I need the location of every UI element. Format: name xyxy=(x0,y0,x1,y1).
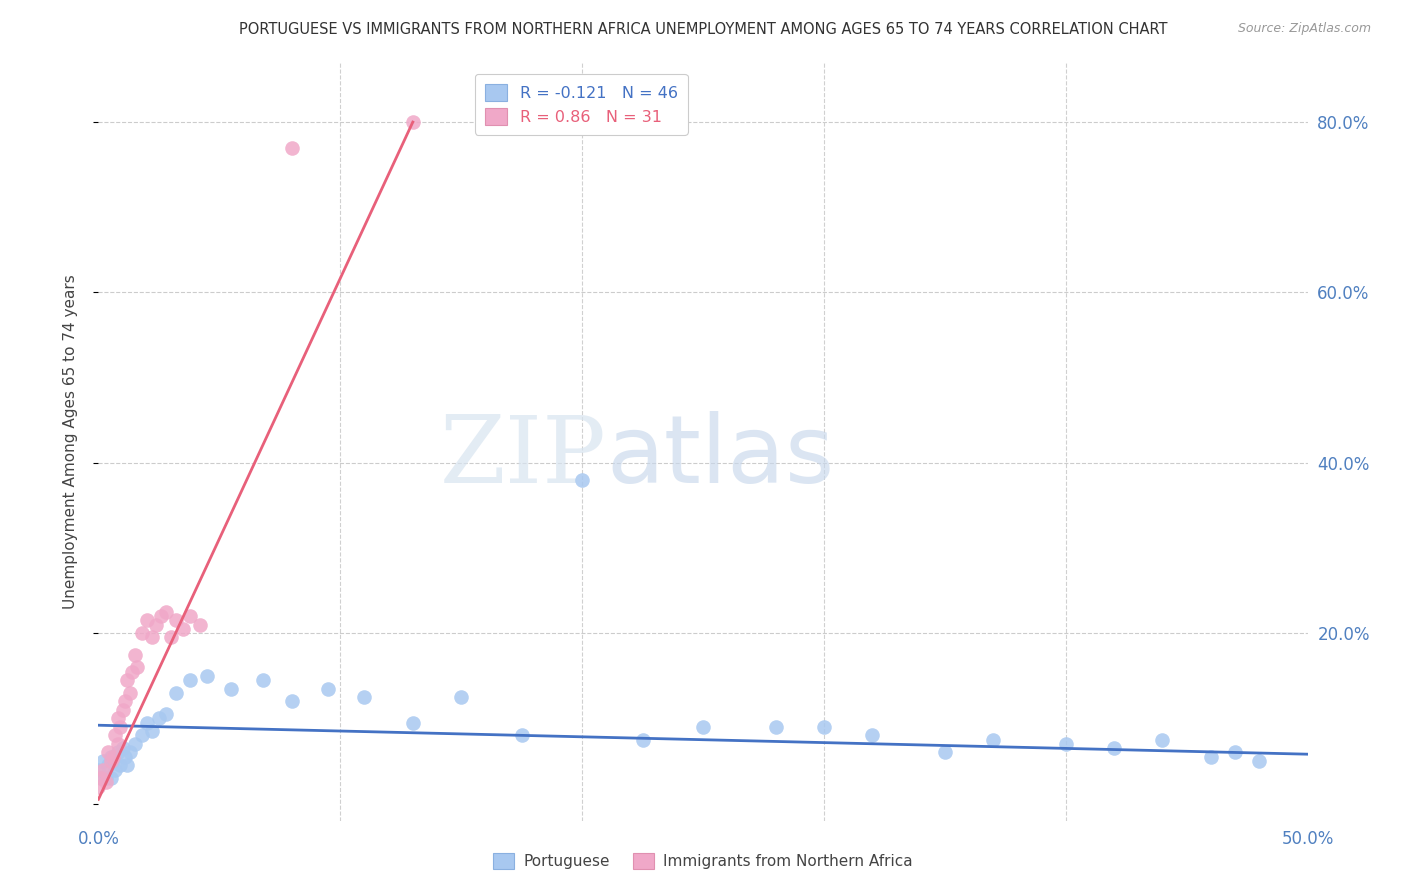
Point xyxy=(195,669,218,683)
Point xyxy=(104,728,127,742)
Point xyxy=(117,758,139,772)
Point xyxy=(1249,754,1271,768)
Point xyxy=(94,771,117,785)
Point xyxy=(221,681,243,696)
Point xyxy=(107,737,129,751)
Point xyxy=(188,617,211,632)
Point xyxy=(934,746,956,760)
Point xyxy=(813,720,835,734)
Point xyxy=(100,754,122,768)
Text: Source: ZipAtlas.com: Source: ZipAtlas.com xyxy=(1237,22,1371,36)
Point xyxy=(692,720,714,734)
Point xyxy=(118,686,141,700)
Point xyxy=(281,141,304,155)
Point xyxy=(155,707,177,722)
Point xyxy=(97,758,120,772)
Text: ZIP: ZIP xyxy=(440,412,606,501)
Point xyxy=(87,780,110,794)
Legend: Portuguese, Immigrants from Northern Africa: Portuguese, Immigrants from Northern Afr… xyxy=(486,847,920,875)
Point xyxy=(1054,737,1077,751)
Point xyxy=(97,746,120,760)
Point xyxy=(114,749,136,764)
Point xyxy=(108,720,131,734)
Point xyxy=(90,771,112,785)
Point xyxy=(117,673,139,687)
Point xyxy=(450,690,472,705)
Point xyxy=(107,711,129,725)
Legend: R = -0.121   N = 46, R = 0.86   N = 31: R = -0.121 N = 46, R = 0.86 N = 31 xyxy=(475,74,688,135)
Point xyxy=(94,775,117,789)
Point xyxy=(121,665,143,679)
Point xyxy=(101,754,124,768)
Point xyxy=(111,741,134,756)
Y-axis label: Unemployment Among Ages 65 to 74 years: Unemployment Among Ages 65 to 74 years xyxy=(63,274,77,609)
Point xyxy=(141,631,163,645)
Point xyxy=(1223,746,1246,760)
Point xyxy=(91,754,114,768)
Text: PORTUGUESE VS IMMIGRANTS FROM NORTHERN AFRICA UNEMPLOYMENT AMONG AGES 65 TO 74 Y: PORTUGUESE VS IMMIGRANTS FROM NORTHERN A… xyxy=(239,22,1167,37)
Point xyxy=(131,626,153,640)
Point xyxy=(160,631,183,645)
Text: atlas: atlas xyxy=(606,410,835,503)
Point xyxy=(91,763,114,777)
Point xyxy=(981,732,1004,747)
Point xyxy=(131,728,153,742)
Point xyxy=(1152,732,1174,747)
Point xyxy=(127,660,149,674)
Point xyxy=(860,728,883,742)
Point xyxy=(631,732,654,747)
Point xyxy=(118,746,141,760)
Point xyxy=(281,694,304,708)
Point xyxy=(135,715,157,730)
Point xyxy=(165,614,187,628)
Point xyxy=(124,648,146,662)
Point xyxy=(316,681,339,696)
Point xyxy=(111,703,134,717)
Point xyxy=(100,771,122,785)
Point xyxy=(100,749,122,764)
Point xyxy=(150,609,173,624)
Point xyxy=(104,763,127,777)
Point xyxy=(135,614,157,628)
Point xyxy=(90,771,112,785)
Point xyxy=(124,737,146,751)
Point xyxy=(765,720,787,734)
Point xyxy=(179,609,201,624)
Point xyxy=(148,711,170,725)
Point xyxy=(145,617,167,632)
Point xyxy=(101,749,124,764)
Point xyxy=(155,605,177,619)
Point xyxy=(571,473,593,487)
Point xyxy=(402,715,425,730)
Point xyxy=(107,746,129,760)
Point xyxy=(353,690,375,705)
Point xyxy=(141,724,163,739)
Point xyxy=(108,758,131,772)
Point xyxy=(172,622,194,636)
Point xyxy=(1199,749,1222,764)
Point xyxy=(510,728,533,742)
Point xyxy=(402,115,425,129)
Point xyxy=(179,673,201,687)
Point xyxy=(114,694,136,708)
Point xyxy=(1102,741,1125,756)
Point xyxy=(87,763,110,777)
Point xyxy=(252,673,274,687)
Point xyxy=(165,686,187,700)
